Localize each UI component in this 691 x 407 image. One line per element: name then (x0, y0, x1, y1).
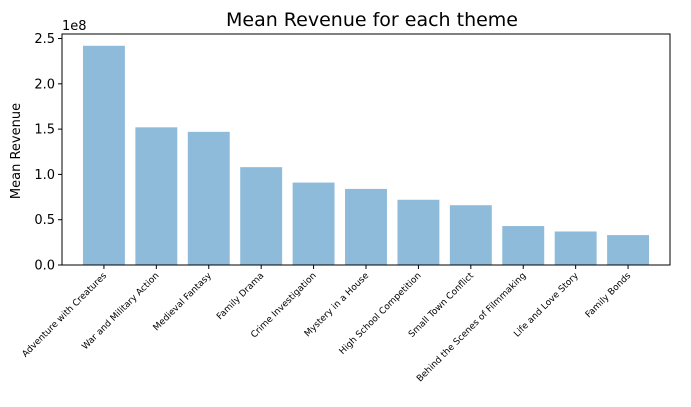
x-tick-label: Family Drama (215, 271, 266, 322)
x-tick-label: Medieval Fantasy (152, 271, 215, 334)
bar (82, 45, 125, 265)
y-axis-offset-label: 1e8 (62, 19, 87, 34)
bar (607, 235, 650, 265)
bar (240, 167, 283, 265)
x-tick-label: Adventure with Creatures (21, 271, 110, 360)
x-tick-label: Behind the Scenes of Filmmaking (415, 271, 528, 384)
x-tick-label: Family Bonds (584, 271, 633, 320)
bar (554, 231, 597, 265)
y-axis-ticks: 0.0 0.5 1.0 1.5 2.0 2.5 (34, 32, 62, 274)
bar (292, 182, 335, 265)
bar (135, 127, 178, 265)
bar (187, 131, 230, 265)
bar (449, 205, 492, 265)
y-tick-label: 2.5 (34, 32, 55, 47)
bars-group (82, 45, 650, 265)
y-tick-label: 1.5 (34, 123, 55, 138)
y-axis-label: Mean Revenue (9, 103, 24, 199)
bar (345, 188, 387, 265)
y-tick-label: 2.0 (34, 77, 55, 92)
y-tick-label: 1.0 (34, 168, 55, 183)
y-tick-label: 0.0 (34, 259, 55, 274)
plot-frame (61, 33, 671, 266)
y-tick-label: 0.5 (34, 213, 55, 228)
chart-title: Mean Revenue for each theme (226, 9, 518, 31)
bar (502, 226, 545, 265)
bar (397, 199, 440, 265)
